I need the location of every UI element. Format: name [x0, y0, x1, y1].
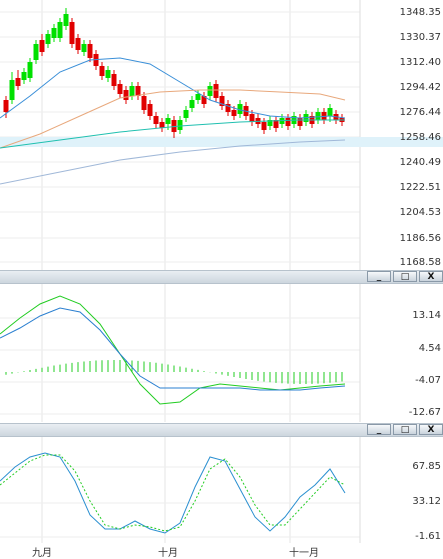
signal-line — [0, 307, 346, 391]
candle-body — [141, 96, 147, 110]
candle-body — [297, 118, 303, 126]
minimize-pane-button[interactable]: _ — [367, 271, 391, 282]
candle-body — [315, 112, 321, 120]
price-axis-label: 1276.44 — [399, 107, 441, 118]
kd-axis-label: 67.85 — [412, 461, 441, 472]
candle-body — [273, 120, 279, 128]
candle-body — [153, 116, 159, 124]
candle-body — [327, 108, 333, 116]
price-axis-label: 1312.40 — [399, 57, 441, 68]
candle-body — [261, 122, 267, 130]
candle-body — [225, 104, 231, 112]
candle-body — [3, 100, 9, 112]
k-line — [0, 452, 346, 534]
moving-average-line — [0, 57, 346, 119]
candle-body — [285, 118, 291, 126]
candle-body — [147, 104, 153, 116]
pane-divider[interactable]: _ □ X — [0, 423, 443, 437]
d-line — [0, 454, 346, 532]
price-axis-label: 1240.49 — [399, 157, 441, 168]
candle-body — [15, 78, 21, 86]
price-axis-label: 1222.51 — [399, 182, 441, 193]
candle-body — [135, 86, 141, 96]
candle-body — [75, 38, 81, 50]
close-pane-button[interactable]: X — [419, 424, 443, 435]
candle-body — [33, 44, 39, 60]
candle-body — [111, 74, 117, 86]
candle-body — [99, 66, 105, 76]
candle-body — [27, 62, 33, 78]
price-axis-label: 1168.58 — [399, 257, 441, 268]
candle-body — [45, 34, 51, 44]
price-axis-label: 1330.37 — [399, 32, 441, 43]
price-axis-label: 1258.46 — [399, 132, 441, 143]
candle-body — [189, 100, 195, 108]
candle-body — [51, 28, 57, 38]
candle-body — [105, 70, 111, 78]
candle-body — [129, 86, 135, 96]
candle-body — [159, 122, 165, 128]
candle-body — [237, 104, 243, 114]
macd-chart[interactable] — [0, 284, 443, 422]
candle-body — [267, 120, 273, 126]
macd-axis-label: -4.07 — [415, 375, 441, 386]
candle-body — [171, 120, 177, 132]
candle-body — [249, 114, 255, 122]
highlight-band — [0, 137, 443, 147]
candle-body — [219, 96, 225, 106]
price-chart-pane[interactable]: 1348.35 1330.37 1312.40 1294.42 1276.44 … — [0, 0, 443, 270]
minimize-pane-button[interactable]: _ — [367, 424, 391, 435]
price-axis-label: 1204.53 — [399, 207, 441, 218]
date-label-november: 十一月 — [289, 548, 319, 559]
macd-axis-label: -12.67 — [408, 407, 441, 418]
restore-pane-button[interactable]: □ — [393, 424, 417, 435]
candle-body — [57, 22, 63, 38]
candle-body — [201, 96, 207, 104]
pane-divider[interactable]: _ □ X — [0, 270, 443, 284]
kd-chart-pane[interactable]: 67.85 33.12 -1.61 — [0, 437, 443, 543]
candle-body — [39, 40, 45, 52]
candle-body — [21, 72, 27, 80]
price-axis-label: 1186.56 — [399, 233, 441, 244]
moving-average-line — [0, 139, 346, 185]
candle-body — [195, 94, 201, 100]
moving-average-line — [0, 119, 345, 149]
candle-body — [63, 14, 69, 26]
moving-average-line — [0, 89, 346, 149]
candle-body — [9, 80, 15, 100]
price-axis-label: 1348.35 — [399, 7, 441, 18]
candle-body — [207, 86, 213, 96]
close-pane-button[interactable]: X — [419, 271, 443, 282]
date-axis: 九月 十月 十一月 — [0, 543, 443, 559]
kd-axis-label: 33.12 — [412, 496, 441, 507]
date-label-september: 九月 — [32, 548, 52, 559]
macd-axis-label: 13.14 — [412, 310, 441, 321]
candle-body — [165, 118, 171, 124]
candle-body — [123, 90, 129, 100]
price-chart[interactable] — [0, 0, 443, 270]
candle-body — [81, 44, 87, 52]
restore-pane-button[interactable]: □ — [393, 271, 417, 282]
kd-axis-label: -1.61 — [415, 531, 441, 542]
candle-body — [183, 110, 189, 118]
candle-body — [213, 84, 219, 98]
macd-chart-pane[interactable]: 13.14 4.54 -4.07 -12.67 — [0, 284, 443, 422]
price-axis-label: 1294.42 — [399, 82, 441, 93]
candle-body — [117, 84, 123, 94]
candle-body — [177, 120, 183, 130]
candle-body — [87, 44, 93, 58]
date-label-october: 十月 — [158, 548, 178, 559]
candle-body — [69, 22, 75, 44]
macd-axis-label: 4.54 — [418, 343, 441, 354]
kd-chart[interactable] — [0, 437, 443, 543]
candle-body — [231, 110, 237, 116]
